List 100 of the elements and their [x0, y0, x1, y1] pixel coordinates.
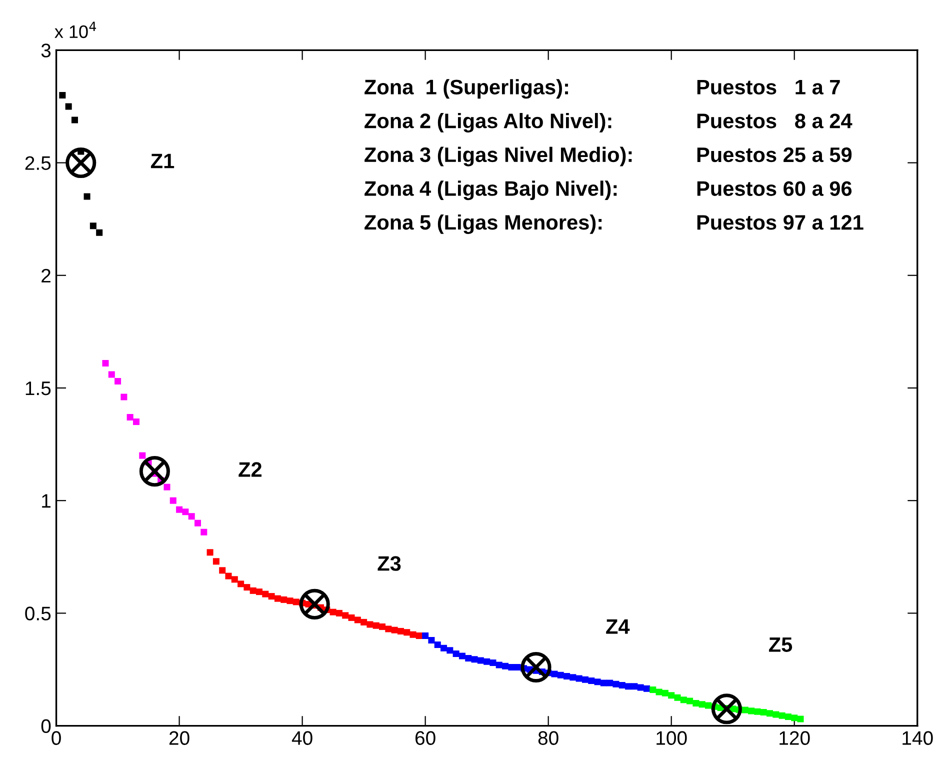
x-tick-label: 40: [292, 731, 312, 745]
x-tick-label: 140: [902, 731, 933, 745]
point: [176, 506, 183, 513]
point: [391, 626, 398, 634]
point: [256, 588, 263, 596]
annotation: Puestos 8 a 24: [697, 114, 852, 128]
point: [502, 662, 509, 670]
y-tick-label: 1: [42, 494, 50, 508]
point: [238, 580, 244, 588]
point: [742, 706, 748, 714]
point: [114, 378, 122, 384]
point: [132, 418, 140, 426]
point: [336, 610, 342, 616]
point: [570, 674, 576, 681]
point: [292, 598, 300, 606]
point: [662, 690, 668, 696]
point: [784, 714, 792, 720]
annotation: Zona 4 (Ligas Bajo Nivel):: [364, 180, 617, 200]
point: [182, 508, 189, 516]
point: [372, 622, 380, 629]
point: [766, 710, 774, 717]
point: [379, 623, 386, 630]
point: [520, 652, 552, 683]
point: [268, 593, 275, 600]
point: [698, 701, 706, 708]
text: Z1: [150, 154, 174, 168]
point: [206, 549, 214, 556]
point: [704, 702, 712, 709]
point: [514, 664, 521, 670]
point: [557, 672, 564, 678]
y-tick-label: 0: [41, 719, 51, 734]
point: [760, 709, 767, 716]
text: x 10$^{4}$: [54, 22, 96, 38]
point: [791, 714, 798, 722]
point: [71, 116, 78, 124]
point: [299, 588, 330, 620]
point: [90, 222, 96, 230]
point: [108, 371, 115, 378]
point: [219, 567, 226, 574]
point: [477, 657, 484, 664]
point: [170, 497, 176, 504]
point: [440, 644, 448, 652]
text: Z2: [238, 462, 262, 477]
point: [778, 712, 786, 719]
x-tick-label: 20: [169, 731, 190, 745]
point: [348, 614, 355, 621]
point: [139, 452, 146, 459]
point: [286, 598, 294, 604]
point: [188, 513, 195, 520]
point: [410, 631, 416, 638]
point: [637, 684, 644, 691]
point: [404, 629, 410, 636]
point: [385, 626, 392, 632]
point: [631, 683, 638, 690]
point: [582, 676, 588, 683]
point: [200, 528, 208, 536]
point: [397, 628, 404, 634]
point: [797, 716, 804, 722]
x-tick-label: 100: [656, 731, 687, 745]
point: [59, 92, 66, 98]
point: [508, 664, 515, 670]
point: [244, 584, 250, 591]
point: [668, 692, 675, 699]
point: [416, 632, 422, 639]
point: [643, 685, 650, 692]
point: [686, 698, 694, 704]
point: [422, 632, 429, 639]
point: [612, 680, 620, 688]
x-tick-label: 60: [415, 731, 436, 745]
point: [748, 708, 755, 714]
point: [250, 587, 256, 594]
point: [564, 672, 570, 680]
text: Z5: [768, 637, 792, 652]
annotation: Puestos 25 a 59: [697, 147, 852, 162]
x-tick-label: 120: [780, 731, 810, 745]
point: [65, 103, 72, 110]
point: [471, 656, 478, 663]
point: [754, 708, 761, 715]
point: [274, 595, 281, 602]
point: [66, 147, 96, 178]
point: [225, 572, 232, 580]
point: [625, 683, 632, 690]
point: [126, 414, 134, 421]
x-tick-label: 0: [52, 731, 61, 745]
y-tick-label: 2.5: [25, 156, 51, 170]
point: [96, 229, 103, 236]
annotation: Puestos 97 a 121: [697, 215, 864, 230]
annotation: Zona 3 (Ligas Nivel Medio):: [364, 146, 632, 166]
annotation: Puestos 60 a 96: [697, 181, 852, 196]
point: [490, 659, 496, 666]
point: [618, 682, 626, 689]
point: [102, 360, 109, 366]
x-tick-label: 80: [538, 731, 558, 745]
point: [164, 484, 170, 490]
point: [212, 558, 220, 565]
annotation: Zona 1 (Superligas):: [364, 79, 568, 99]
point: [428, 636, 435, 644]
annotation: Zona 2 (Ligas Alto Nivel):: [364, 112, 612, 132]
point: [496, 662, 502, 668]
annotation: Zona 5 (Ligas Menores):: [364, 214, 602, 234]
